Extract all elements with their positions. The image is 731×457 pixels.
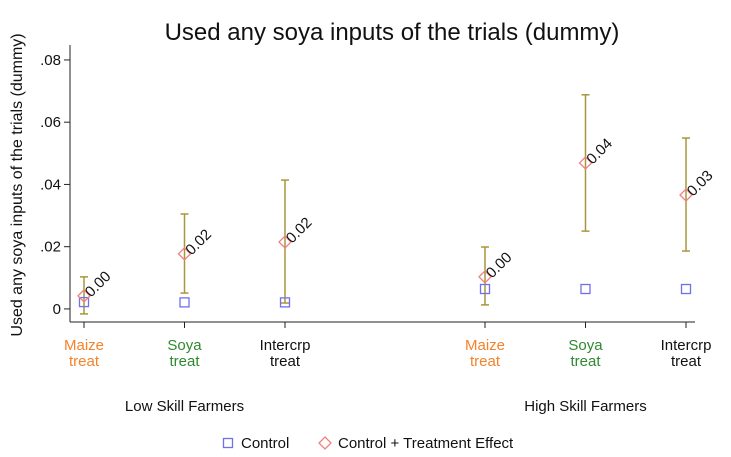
- group-label: Low Skill Farmers: [125, 398, 244, 415]
- x-tick-label: treat: [169, 353, 200, 370]
- x-tick-label: treat: [671, 353, 702, 370]
- x-tick-label: Soya: [167, 337, 202, 354]
- x-tick-label: treat: [69, 353, 100, 370]
- x-tick-label: Soya: [568, 337, 603, 354]
- y-tick-label: .02: [40, 239, 61, 256]
- legend-label: Control: [241, 435, 289, 452]
- x-tick-label: Maize: [465, 337, 505, 354]
- x-tick-label: Intercrp: [260, 337, 311, 354]
- y-axis-title: Used any soya inputs of the trials (dumm…: [9, 33, 26, 336]
- control-marker: [479, 283, 491, 295]
- control-marker: [680, 283, 692, 295]
- chart-title: Used any soya inputs of the trials (dumm…: [165, 19, 620, 46]
- treatment-marker: [177, 246, 192, 261]
- x-tick-label: treat: [270, 353, 301, 370]
- legend-marker: [318, 436, 332, 450]
- x-tick-label: treat: [470, 353, 501, 370]
- legend-marker: [222, 437, 234, 449]
- treatment-marker: [679, 188, 693, 202]
- x-tick-label: Intercrp: [661, 337, 712, 354]
- group-label: High Skill Farmers: [524, 398, 647, 415]
- treatment-marker: [478, 269, 492, 284]
- y-tick-label: 0: [53, 301, 61, 318]
- treatment-marker: [578, 156, 593, 170]
- x-tick-label: Maize: [64, 337, 104, 354]
- legend-label: Control + Treatment Effect: [338, 435, 514, 452]
- treatment-marker: [278, 235, 292, 249]
- y-tick-label: .06: [40, 114, 61, 131]
- control-marker: [78, 296, 90, 308]
- y-tick-label: .08: [40, 52, 61, 69]
- control-marker: [179, 297, 190, 308]
- control-marker: [279, 297, 291, 308]
- x-tick-label: treat: [570, 353, 601, 370]
- y-tick-label: .04: [40, 176, 61, 193]
- control-marker: [580, 283, 591, 295]
- treatment-marker: [77, 288, 91, 303]
